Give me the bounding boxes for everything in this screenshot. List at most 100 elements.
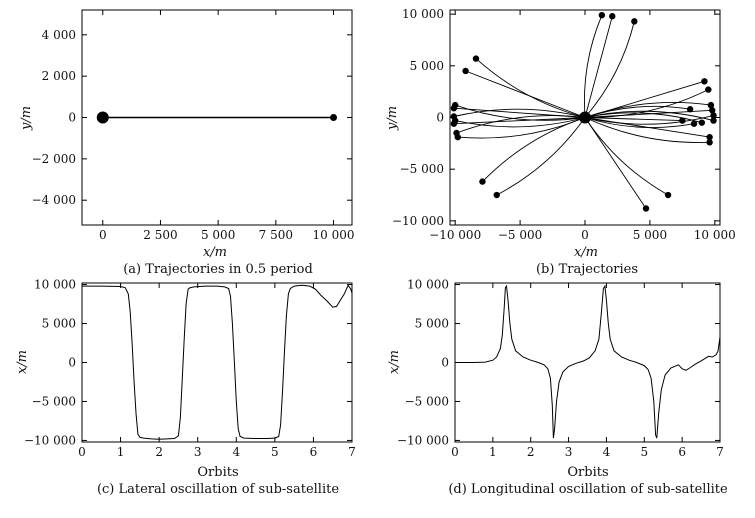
x-tick-label: 7 — [348, 445, 356, 459]
x-tick-label: 5 000 — [633, 228, 667, 242]
trajectory-endpoint-marker — [609, 13, 616, 20]
trajectory-endpoint-marker — [450, 104, 458, 112]
y-tick-label: 10 000 — [34, 278, 76, 292]
x-tick-label: 3 — [194, 445, 202, 459]
panel-b-caption: (b) Trajectories — [536, 262, 638, 277]
panel-c-caption: (c) Lateral oscillation of sub-satellite — [97, 482, 339, 497]
panel-c-ylabel: x/m — [15, 350, 30, 374]
trajectory-endpoint-marker — [642, 205, 650, 212]
trajectory-curve — [465, 70, 586, 118]
panel-d-ticks: 0 1 2 3 4 5 6 7 10 000 5 000 0 −5 000 −10 000 — [397, 278, 724, 459]
y-tick-label: 0 — [68, 356, 76, 370]
trajectory-curve — [584, 117, 683, 122]
panel-a-caption: (a) Trajectories in 0.5 period — [123, 262, 313, 277]
y-tick-label: 5 000 — [42, 317, 76, 331]
trajectory-endpoint-marker — [598, 11, 606, 19]
trajectory-curve — [584, 117, 710, 143]
panel-d-longitudinal-oscillation: 0 1 2 3 4 5 6 7 10 000 5 000 0 −5 000 −10 000 x/m Or… — [387, 278, 728, 497]
panel-c-frame — [81, 282, 353, 443]
y-tick-label: 4 000 — [42, 28, 76, 42]
x-tick-label: 0 — [99, 228, 107, 242]
x-tick-label: 2 500 — [143, 228, 177, 242]
trajectory-endpoint-marker — [698, 119, 706, 126]
trajectory-curve — [584, 114, 714, 125]
panel-d-caption: (d) Longitudinal oscillation of sub-sate… — [448, 482, 728, 497]
y-tick-label: 5 000 — [410, 59, 444, 73]
trajectory-endpoint-marker — [686, 106, 694, 113]
trajectory-endpoint-marker — [690, 120, 698, 127]
y-tick-label: −10 000 — [397, 433, 449, 447]
y-tick-label: −10 000 — [392, 214, 444, 228]
y-tick-label: 10 000 — [402, 7, 444, 21]
trajectory-endpoint-marker — [454, 133, 461, 141]
panel-a-plot-area — [96, 111, 338, 124]
x-tick-label: 0 — [78, 445, 86, 459]
panel-d-frame — [454, 282, 721, 443]
x-tick-label: 4 — [232, 445, 240, 459]
y-tick-label: −10 000 — [24, 433, 76, 447]
panel-b-plot-area — [450, 11, 717, 212]
x-tick-label: 1 — [117, 445, 125, 459]
x-tick-label: 2 — [527, 445, 535, 459]
trajectory-endpoint-marker — [710, 112, 717, 119]
panel-d-plot-area — [455, 284, 721, 439]
y-tick-label: −2 000 — [32, 152, 76, 166]
trajectory-curve — [584, 21, 635, 118]
x-tick-label: −5 000 — [498, 228, 542, 242]
trajectory-curve — [584, 117, 695, 128]
x-tick-label: −10 000 — [429, 228, 481, 242]
trajectory-endpoint-marker — [462, 67, 469, 75]
x-tick-label: 5 000 — [201, 228, 235, 242]
panel-c-plot-area — [82, 284, 353, 440]
trajectory-curve — [456, 115, 586, 134]
panel-b-trajectories: −10 000 −5 000 0 5 000 10 000 10 000 5 000 0 −5 … — [385, 7, 736, 277]
trajectory-endpoint-marker — [707, 101, 715, 109]
trajectory-curve — [584, 117, 669, 196]
trajectory-curve — [584, 105, 691, 118]
trajectory-curve — [496, 117, 586, 196]
trajectory-endpoint-marker — [450, 120, 458, 127]
panel-b-ticks: −10 000 −5 000 0 5 000 10 000 10 000 5 000 0 −5 … — [392, 7, 736, 242]
y-tick-label: −5 000 — [400, 162, 444, 176]
trajectory-endpoint-marker — [679, 117, 686, 124]
panel-b-xlabel: x/m — [574, 245, 598, 260]
x-tick-label: 4 — [603, 445, 611, 459]
trajectory-endpoint-marker — [493, 191, 500, 199]
trajectory-endpoint-marker — [706, 133, 713, 141]
panel-c-xlabel: Orbits — [197, 465, 238, 480]
panel-b-ylabel: y/m — [385, 106, 400, 131]
x-tick-label: 7 — [716, 445, 724, 459]
y-tick-label: −5 000 — [405, 394, 449, 408]
y-tick-label: −4 000 — [32, 193, 76, 207]
y-tick-label: 5 000 — [415, 317, 449, 331]
panel-a-xlabel: x/m — [203, 245, 227, 260]
y-tick-label: 2 000 — [42, 69, 76, 83]
y-tick-label: −5 000 — [32, 394, 76, 408]
x-tick-label: 0 — [581, 228, 589, 242]
trajectory-curve — [584, 112, 702, 124]
panel-c-lateral-oscillation: 0 1 2 3 4 5 6 7 10 000 5 000 0 −5 000 −10 000 x/m Or… — [15, 278, 356, 497]
y-tick-label: 0 — [68, 111, 76, 125]
x-tick-label: 1 — [489, 445, 497, 459]
trajectory-curve — [453, 117, 586, 125]
trajectory-curve — [583, 15, 603, 118]
trajectory-curve — [457, 117, 586, 139]
trajectory-endpoint-marker — [705, 86, 712, 93]
panel-a-trajectories-half-period: 0 2 500 5 000 7 500 10 000 4 000 2 000 0 −2 000 −… — [19, 9, 355, 277]
main-satellite-marker — [579, 111, 591, 124]
x-tick-label: 2 — [155, 445, 163, 459]
y-tick-label: 10 000 — [407, 278, 449, 292]
trajectory-endpoint-marker — [479, 178, 486, 185]
trajectory-endpoint-marker — [701, 78, 708, 85]
panel-c-ticks: 0 1 2 3 4 5 6 7 10 000 5 000 0 −5 000 −10 000 — [24, 278, 356, 459]
trajectory-curve — [482, 117, 586, 182]
x-tick-label: 3 — [565, 445, 573, 459]
panel-a-ylabel: y/m — [19, 106, 34, 131]
x-tick-label: 5 — [640, 445, 648, 459]
trajectory-curve — [475, 58, 586, 118]
oscillation-series-line — [82, 284, 353, 440]
oscillation-series-line — [455, 284, 721, 439]
x-tick-label: 6 — [678, 445, 686, 459]
trajectory-endpoint-marker — [472, 55, 480, 62]
